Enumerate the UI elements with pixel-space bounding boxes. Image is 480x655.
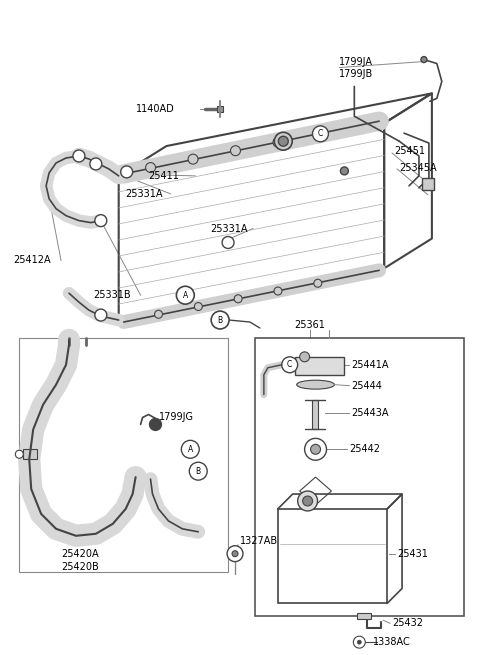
Circle shape bbox=[282, 357, 298, 373]
Bar bbox=[295, 357, 344, 375]
Circle shape bbox=[211, 311, 229, 329]
Circle shape bbox=[73, 150, 85, 162]
Text: C: C bbox=[318, 129, 323, 138]
Circle shape bbox=[357, 640, 361, 644]
Circle shape bbox=[181, 440, 199, 458]
Text: 1799JB: 1799JB bbox=[339, 69, 373, 79]
Text: A: A bbox=[183, 291, 188, 300]
Bar bbox=[312, 400, 318, 430]
Circle shape bbox=[15, 450, 23, 458]
Text: 25420A: 25420A bbox=[61, 549, 99, 559]
Circle shape bbox=[234, 295, 242, 303]
Circle shape bbox=[194, 303, 202, 310]
Text: 25451: 25451 bbox=[394, 146, 425, 156]
Text: 25345A: 25345A bbox=[399, 163, 437, 173]
Circle shape bbox=[188, 154, 198, 164]
Text: 25331B: 25331B bbox=[93, 290, 131, 300]
Text: 25361: 25361 bbox=[294, 320, 325, 330]
Circle shape bbox=[95, 215, 107, 227]
Text: 1140AD: 1140AD bbox=[136, 104, 174, 114]
Circle shape bbox=[90, 158, 102, 170]
Text: 1799JA: 1799JA bbox=[339, 56, 373, 67]
Text: 25444: 25444 bbox=[351, 381, 382, 390]
Circle shape bbox=[145, 162, 156, 172]
Text: 25431: 25431 bbox=[397, 549, 428, 559]
Circle shape bbox=[189, 462, 207, 480]
Circle shape bbox=[315, 129, 325, 139]
Text: A: A bbox=[188, 445, 193, 454]
Bar bbox=[19, 338, 228, 572]
Circle shape bbox=[273, 138, 283, 147]
Circle shape bbox=[312, 126, 328, 141]
Bar bbox=[357, 613, 371, 619]
Bar bbox=[255, 338, 464, 616]
Bar bbox=[217, 106, 223, 112]
Text: 1338AC: 1338AC bbox=[373, 637, 411, 647]
Circle shape bbox=[95, 309, 107, 321]
Circle shape bbox=[120, 166, 132, 178]
Circle shape bbox=[302, 496, 312, 506]
Circle shape bbox=[298, 491, 318, 511]
Text: B: B bbox=[196, 466, 201, 476]
Circle shape bbox=[176, 286, 194, 304]
Circle shape bbox=[150, 419, 161, 430]
Ellipse shape bbox=[297, 380, 335, 389]
Circle shape bbox=[305, 438, 326, 460]
Circle shape bbox=[274, 287, 282, 295]
Text: 25441A: 25441A bbox=[351, 360, 389, 370]
Circle shape bbox=[421, 56, 427, 62]
Circle shape bbox=[222, 236, 234, 248]
Text: 25432: 25432 bbox=[392, 618, 423, 628]
Circle shape bbox=[278, 136, 288, 146]
Text: 25443A: 25443A bbox=[351, 409, 389, 419]
Circle shape bbox=[300, 352, 310, 362]
Bar bbox=[23, 449, 37, 459]
Circle shape bbox=[314, 279, 322, 288]
Circle shape bbox=[155, 310, 163, 318]
Polygon shape bbox=[300, 477, 332, 505]
Circle shape bbox=[230, 146, 240, 156]
Text: 25331A: 25331A bbox=[126, 189, 163, 198]
Circle shape bbox=[227, 546, 243, 561]
Text: C: C bbox=[287, 360, 292, 369]
Text: 1327AB: 1327AB bbox=[240, 536, 278, 546]
Circle shape bbox=[232, 551, 238, 557]
Circle shape bbox=[353, 636, 365, 648]
Bar bbox=[422, 178, 434, 190]
Text: 25412A: 25412A bbox=[13, 255, 51, 265]
Circle shape bbox=[275, 132, 292, 150]
Text: 1799JG: 1799JG bbox=[158, 413, 193, 422]
Text: 25420B: 25420B bbox=[61, 561, 99, 572]
Bar bbox=[278, 509, 387, 603]
Circle shape bbox=[340, 167, 348, 175]
Text: 25331A: 25331A bbox=[210, 223, 248, 234]
Circle shape bbox=[311, 444, 321, 455]
Text: B: B bbox=[217, 316, 223, 324]
Text: 25411: 25411 bbox=[148, 171, 180, 181]
Text: 25442: 25442 bbox=[349, 444, 380, 455]
